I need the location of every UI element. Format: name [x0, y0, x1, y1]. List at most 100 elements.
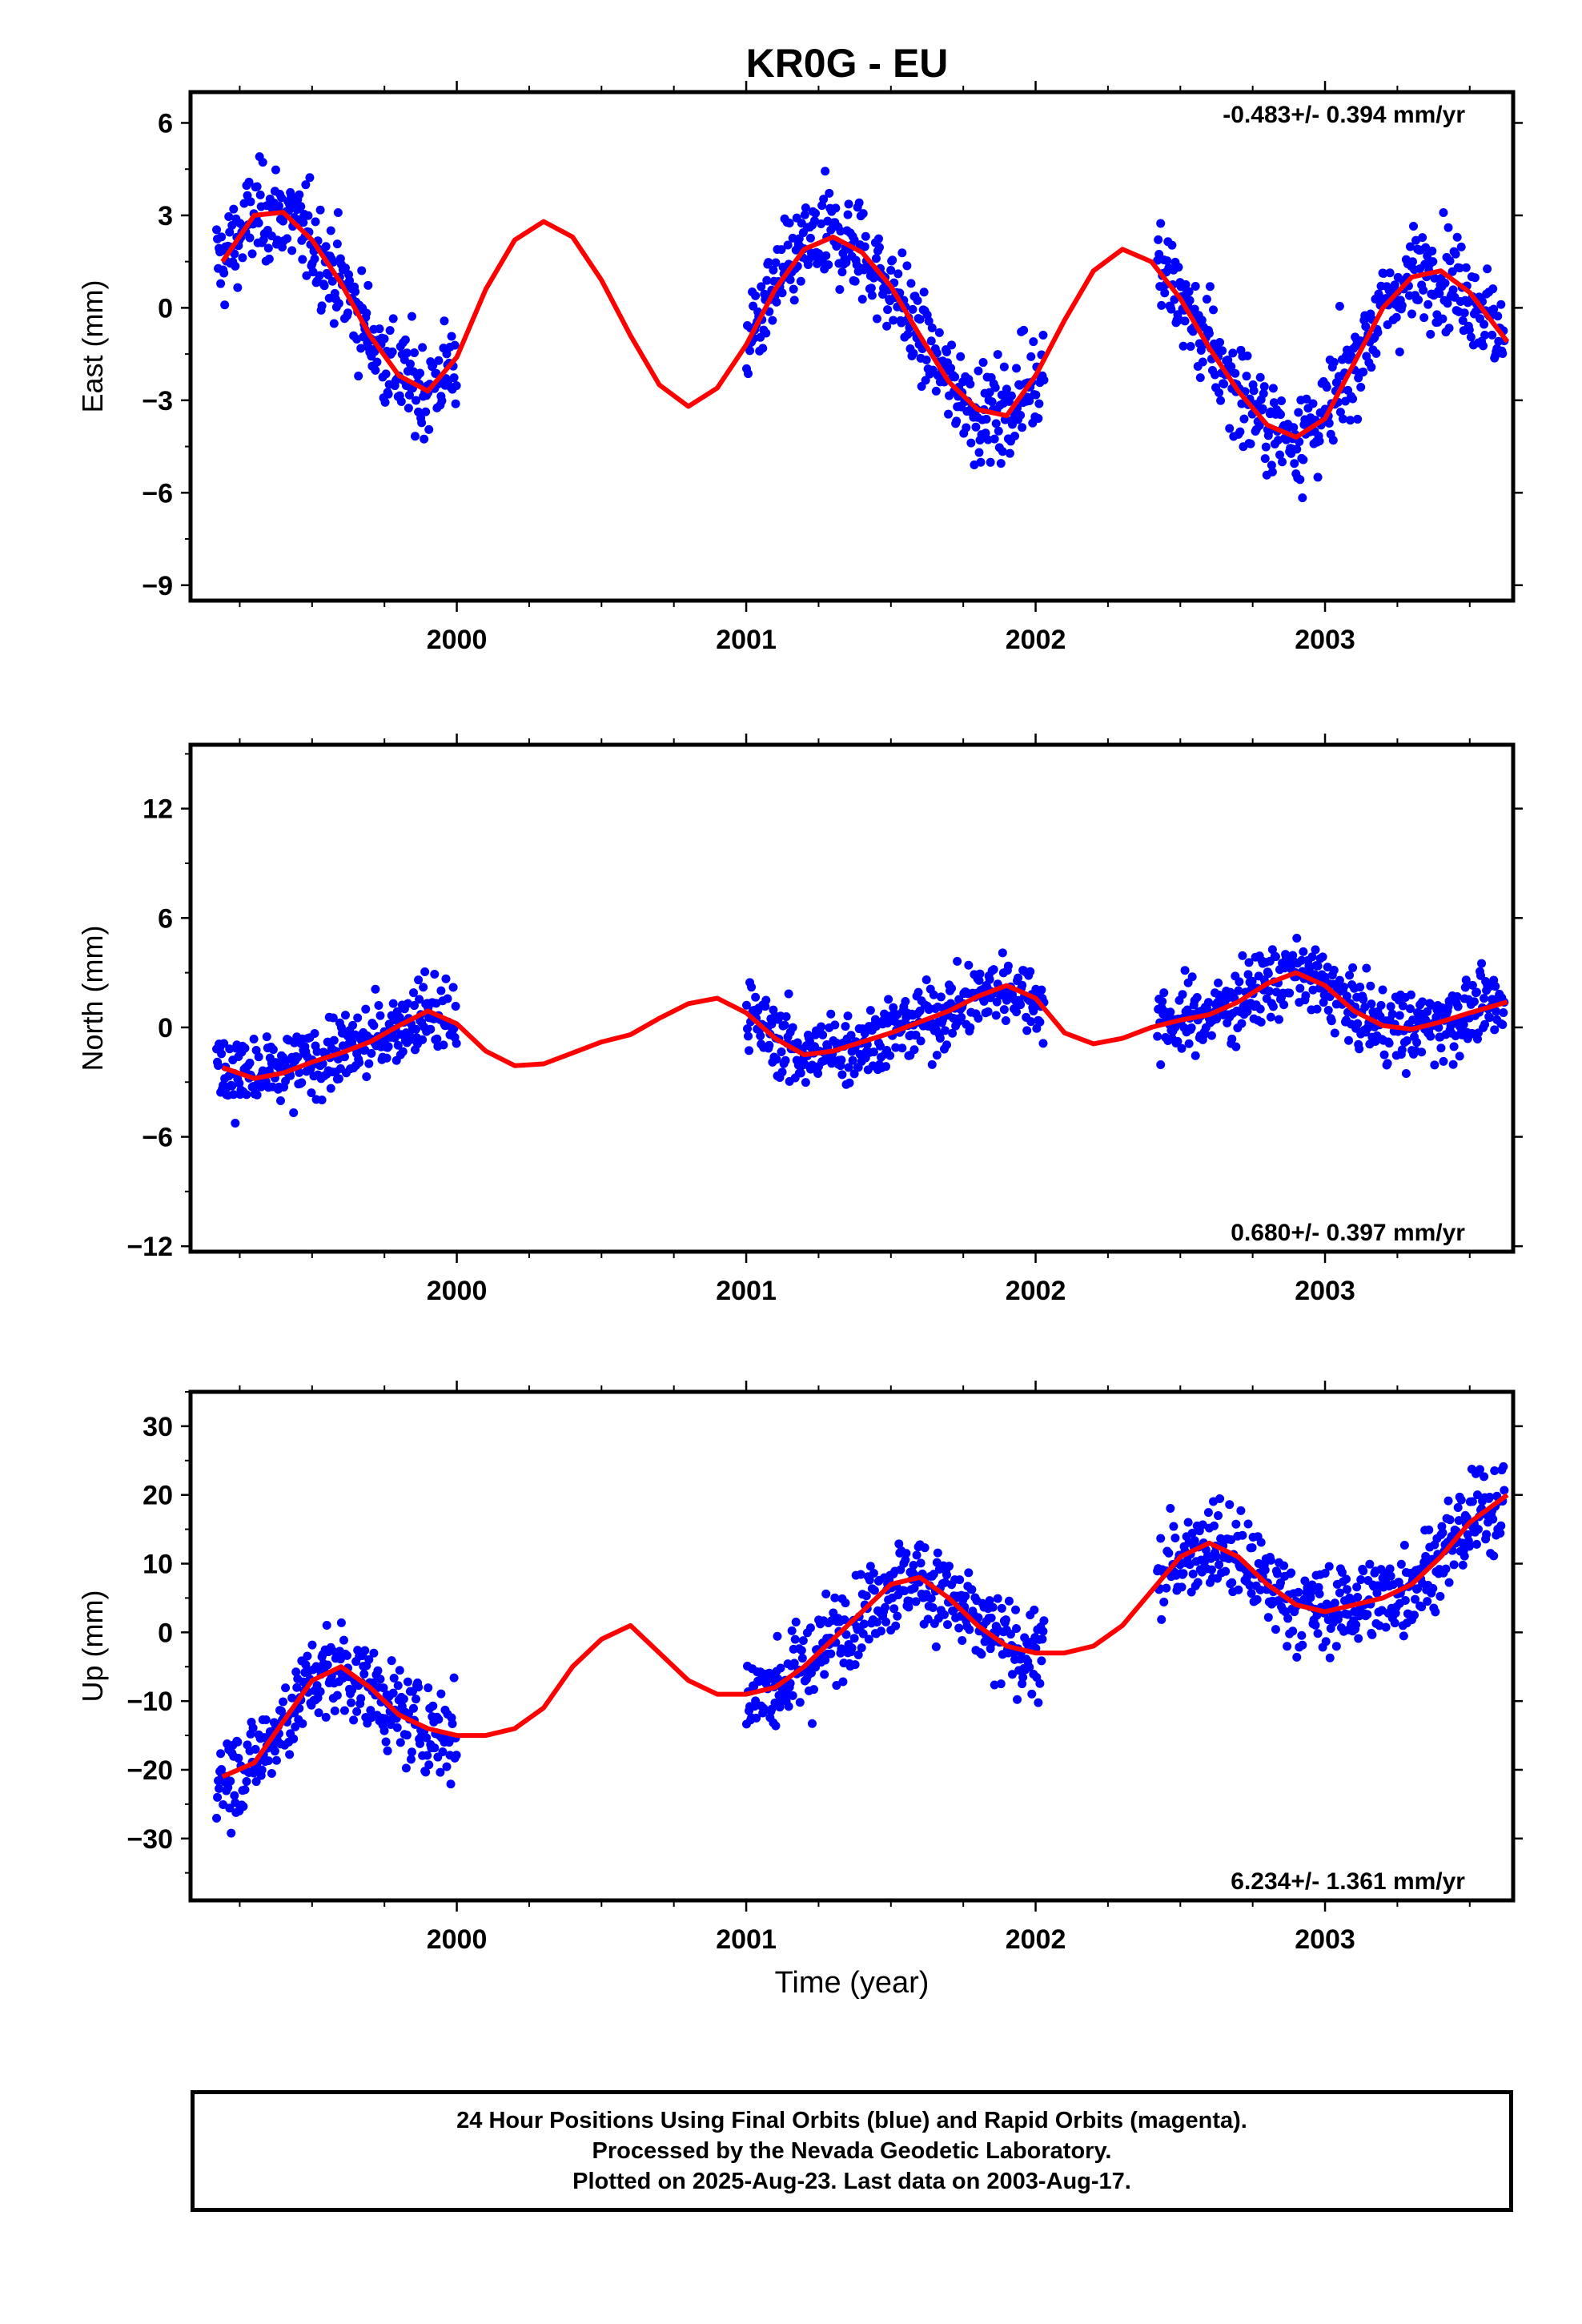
- data-point: [931, 386, 941, 396]
- data-point: [1341, 1574, 1351, 1584]
- data-point: [1183, 1518, 1193, 1527]
- data-point: [1156, 1060, 1166, 1070]
- data-point: [1006, 1630, 1015, 1639]
- data-point: [327, 276, 337, 286]
- data-point: [227, 1081, 237, 1091]
- data-point: [777, 288, 787, 298]
- data-point: [1002, 384, 1011, 394]
- data-point: [826, 1009, 836, 1019]
- data-point: [942, 1570, 951, 1580]
- data-point: [1244, 958, 1254, 967]
- data-point: [1476, 1465, 1485, 1474]
- data-point: [881, 1617, 891, 1626]
- data-point: [751, 992, 761, 1002]
- data-point: [245, 1058, 255, 1068]
- data-point: [242, 1777, 251, 1787]
- data-point: [396, 396, 406, 406]
- data-point: [264, 254, 274, 263]
- data-point: [1460, 983, 1470, 992]
- data-point: [1468, 1497, 1477, 1506]
- data-point: [1190, 304, 1199, 314]
- data-point: [1460, 1551, 1469, 1561]
- data-point: [277, 193, 287, 203]
- data-point: [942, 347, 951, 356]
- data-point: [220, 300, 230, 310]
- data-point: [939, 1610, 949, 1619]
- data-point: [1331, 1642, 1341, 1651]
- data-point: [1330, 1028, 1339, 1038]
- data-point: [838, 1677, 848, 1687]
- data-point: [212, 1813, 222, 1823]
- data-point: [758, 344, 768, 353]
- data-point: [353, 1013, 363, 1023]
- data-point: [315, 271, 324, 280]
- y-tick-label: −12: [126, 1232, 173, 1262]
- data-point: [1243, 1007, 1252, 1016]
- data-point: [1162, 256, 1172, 266]
- data-point: [1180, 316, 1190, 326]
- data-point: [902, 261, 912, 271]
- data-point: [1294, 1587, 1303, 1597]
- data-point: [1026, 967, 1035, 976]
- data-point: [789, 284, 798, 294]
- y-tick-label: 10: [143, 1550, 173, 1580]
- data-point: [957, 1012, 966, 1022]
- data-point: [380, 1714, 390, 1723]
- data-point: [227, 220, 237, 230]
- data-point: [998, 948, 1007, 958]
- data-points: [212, 933, 1509, 1128]
- data-point: [1227, 362, 1236, 372]
- data-point: [934, 328, 944, 337]
- data-point: [789, 1659, 799, 1668]
- data-point: [796, 276, 805, 286]
- data-point: [1192, 993, 1202, 1003]
- data-point: [251, 1045, 261, 1055]
- data-point: [751, 1696, 761, 1706]
- data-point: [983, 435, 993, 444]
- data-point: [1012, 1007, 1022, 1017]
- data-point: [987, 1638, 997, 1647]
- y-axis-label: North (mm): [76, 926, 109, 1072]
- data-point: [861, 1591, 871, 1601]
- data-point: [366, 1706, 375, 1715]
- data-point: [448, 1719, 457, 1729]
- data-point: [1186, 1023, 1196, 1032]
- data-point: [1159, 1598, 1169, 1607]
- data-point: [219, 268, 229, 278]
- data-point: [1390, 280, 1399, 290]
- data-point: [777, 1047, 786, 1057]
- data-point: [1386, 1002, 1395, 1011]
- data-point: [303, 1651, 312, 1661]
- data-point: [860, 1028, 869, 1038]
- data-point: [1025, 1663, 1034, 1672]
- data-point: [847, 1643, 857, 1653]
- data-point: [1207, 1031, 1216, 1040]
- data-point: [449, 373, 459, 383]
- data-point: [849, 1634, 859, 1643]
- y-tick-label: 3: [158, 201, 173, 231]
- data-point: [818, 1030, 828, 1039]
- data-point: [1178, 1569, 1188, 1578]
- data-point: [986, 1613, 996, 1622]
- data-point: [251, 1744, 260, 1754]
- data-point: [1488, 284, 1498, 294]
- data-point: [865, 1575, 874, 1585]
- data-point: [1167, 240, 1177, 250]
- data-point: [1157, 300, 1166, 310]
- data-point: [1485, 1013, 1495, 1023]
- data-point: [1227, 1034, 1237, 1043]
- data-point: [928, 1603, 938, 1613]
- data-point: [245, 233, 255, 243]
- data-point: [301, 180, 311, 190]
- data-point: [989, 965, 998, 975]
- data-point: [843, 210, 853, 219]
- data-point: [418, 1035, 428, 1044]
- data-point: [1423, 300, 1433, 309]
- data-point: [1261, 442, 1271, 452]
- data-point: [219, 1800, 228, 1810]
- data-point: [1318, 952, 1327, 962]
- data-point: [258, 158, 267, 167]
- data-point: [371, 365, 380, 375]
- data-point: [421, 1767, 431, 1777]
- data-point: [404, 404, 413, 413]
